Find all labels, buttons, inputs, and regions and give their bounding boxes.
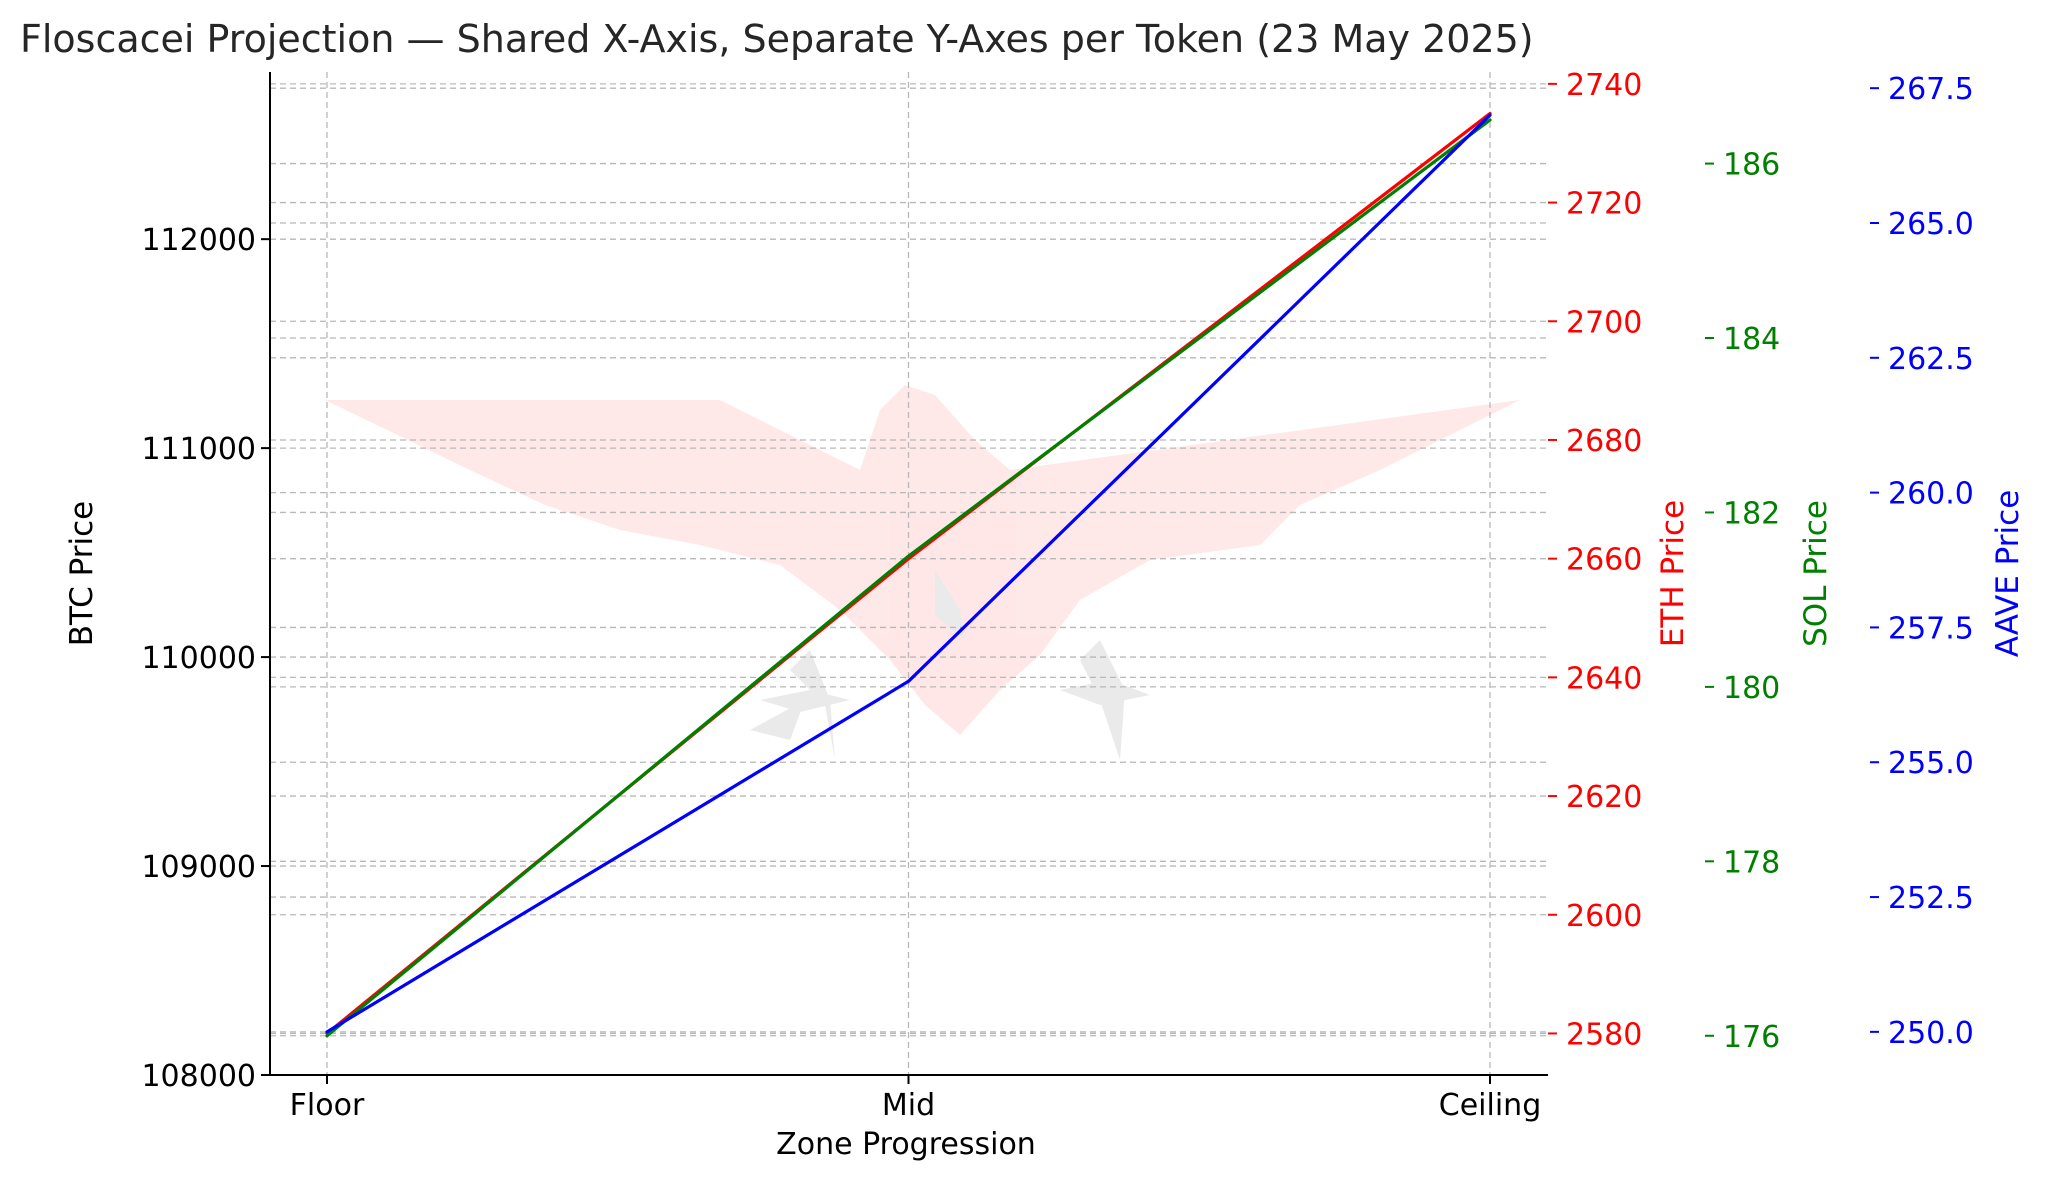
y-axis-sol: 176 178 180 182 184 186 SOL Price [1705, 148, 1834, 1055]
x-tick-label: Floor [290, 1088, 365, 1123]
y-tick-label-eth: 2720 [1566, 187, 1642, 222]
y-tick-label-aave: 257.5 [1888, 611, 1974, 646]
y-tick-label-aave: 255.0 [1888, 746, 1974, 781]
series-lines [325, 111, 1492, 1038]
y-axis-label-sol: SOL Price [1798, 500, 1834, 647]
y-tick-label-btc: 112000 [141, 223, 256, 258]
y-tick-label-btc: 109000 [141, 850, 256, 885]
y-tick-label-btc: 110000 [141, 641, 256, 676]
y-tick-label-aave: 250.0 [1888, 1016, 1974, 1051]
x-axis-label: Zone Progression [776, 1127, 1036, 1162]
y-tick-label-eth: 2580 [1566, 1017, 1642, 1052]
y-axis-label-btc: BTC Price [64, 501, 100, 647]
y-tick-label-eth: 2680 [1566, 424, 1642, 459]
y-axis-label-aave: AAVE Price [1990, 490, 2026, 658]
y-tick-label-aave: 252.5 [1888, 881, 1974, 916]
y-tick-label-btc: 111000 [141, 432, 256, 467]
y-tick-label-sol: 182 [1723, 496, 1780, 531]
x-tick-label: Mid [882, 1088, 935, 1123]
y-tick-label-aave: 260.0 [1888, 477, 1974, 512]
y-tick-label-eth: 2600 [1566, 899, 1642, 934]
y-axis-btc: 108000 109000 110000 111000 112000 BTC Price [64, 223, 270, 1094]
chart-title: Floscacei Projection — Shared X-Axis, Se… [20, 17, 1534, 61]
y-tick-label-eth: 2700 [1566, 305, 1642, 340]
y-axis-label-eth: ETH Price [1655, 500, 1691, 647]
y-tick-label-aave: 267.5 [1888, 72, 1974, 107]
y-tick-label-sol: 178 [1723, 845, 1780, 880]
y-tick-label-aave: 265.0 [1888, 207, 1974, 242]
y-axis-aave: 250.0 252.5 255.0 257.5 260.0 262.5 265.0 267.5… [1870, 72, 2026, 1051]
axes: Floor Mid Ceiling1080001090001100001110001… [64, 68, 2026, 1123]
y-tick-label-eth: 2660 [1566, 543, 1642, 578]
y-tick-label-eth: 2740 [1566, 68, 1642, 103]
y-tick-label-sol: 180 [1723, 671, 1780, 706]
y-tick-label-eth: 2620 [1566, 780, 1642, 815]
y-tick-label-eth: 2640 [1566, 661, 1642, 696]
y-tick-label-btc: 108000 [141, 1059, 256, 1094]
y-tick-label-sol: 184 [1723, 322, 1780, 357]
y-axis-eth: 2580 2600 2620 2640 2660 2680 2700 2720 2740 ETH … [1548, 68, 1691, 1052]
y-tick-label-sol: 186 [1723, 148, 1780, 183]
y-tick-label-aave: 262.5 [1888, 342, 1974, 377]
y-tick-label-sol: 176 [1723, 1020, 1780, 1055]
x-tick-label: Ceiling [1439, 1088, 1541, 1123]
